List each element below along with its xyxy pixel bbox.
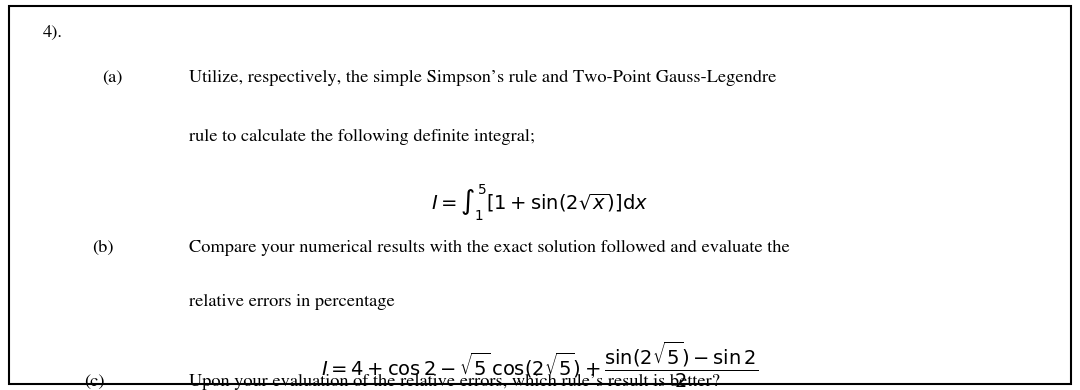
Text: Upon your evaluation of the relative errors, which rule’s result is better?: Upon your evaluation of the relative err… xyxy=(189,374,720,390)
Text: (c): (c) xyxy=(84,374,105,390)
Text: 4).: 4). xyxy=(43,25,63,41)
Text: Utilize, respectively, the simple Simpson’s rule and Two-Point Gauss-Legendre: Utilize, respectively, the simple Simpso… xyxy=(189,70,777,86)
Text: $I = 4 + \cos 2 - \sqrt{5}\,\cos(2\sqrt{5}) + \dfrac{\sin(2\sqrt{5}) - \sin 2}{2: $I = 4 + \cos 2 - \sqrt{5}\,\cos(2\sqrt{… xyxy=(322,339,758,390)
Text: $I = \int_{1}^{5}[1 + \sin(2\sqrt{x})]\mathrm{d}x$: $I = \int_{1}^{5}[1 + \sin(2\sqrt{x})]\m… xyxy=(431,183,649,223)
Text: (a): (a) xyxy=(103,70,123,86)
Text: (b): (b) xyxy=(92,240,113,256)
Text: Compare your numerical results with the exact solution followed and evaluate the: Compare your numerical results with the … xyxy=(189,240,789,256)
Text: relative errors in percentage: relative errors in percentage xyxy=(189,294,395,310)
Text: rule to calculate the following definite integral;: rule to calculate the following definite… xyxy=(189,129,535,145)
